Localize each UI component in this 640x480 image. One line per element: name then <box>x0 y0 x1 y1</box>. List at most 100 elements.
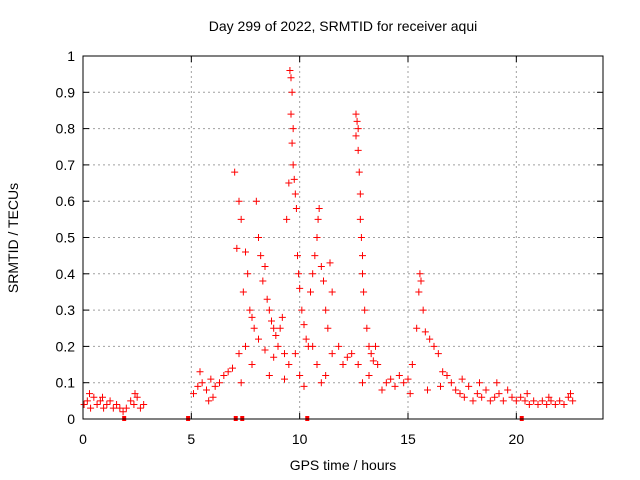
data-point <box>357 234 365 241</box>
data-point <box>419 306 427 314</box>
data-point <box>567 390 574 398</box>
data-point <box>426 335 434 343</box>
data-point <box>326 259 334 267</box>
data-point <box>136 404 144 412</box>
data-point <box>443 371 451 379</box>
data-point <box>198 379 206 387</box>
data-point <box>352 110 360 118</box>
y-axis-label: SRMTID / TECUs <box>5 183 21 293</box>
data-point <box>378 386 386 394</box>
y-tick-label: 0.2 <box>56 338 76 354</box>
data-point <box>216 379 223 387</box>
data-point <box>307 288 314 296</box>
plot-frame <box>82 55 604 420</box>
data-point <box>224 368 232 376</box>
data-point <box>538 397 546 405</box>
data-point <box>416 270 424 278</box>
data-point <box>382 379 390 387</box>
data-point <box>311 252 319 260</box>
y-tick-label: 1 <box>67 48 75 64</box>
data-point <box>281 375 288 383</box>
y-tick-label: 0 <box>67 411 75 427</box>
data-point <box>109 404 117 412</box>
y-tick-label: 0.8 <box>56 121 76 137</box>
data-point <box>80 400 88 408</box>
data-point <box>265 371 273 379</box>
data-point <box>354 361 362 369</box>
data-point <box>313 234 321 241</box>
data-point <box>521 397 529 405</box>
data-point <box>194 382 202 390</box>
data-point <box>452 386 460 394</box>
data-point <box>354 125 362 133</box>
x-tick-label: 10 <box>292 431 308 447</box>
axis-ticks: 00.10.20.30.40.50.60.70.80.910 5 10 15 20 <box>56 48 603 447</box>
data-point <box>508 393 516 401</box>
data-point <box>315 204 323 212</box>
data-point <box>465 382 473 390</box>
data-point <box>302 335 310 343</box>
data-point <box>127 397 135 405</box>
data-point <box>292 204 300 212</box>
data-point <box>255 335 262 343</box>
data-point <box>469 397 477 405</box>
y-tick-label: 0.5 <box>56 230 76 246</box>
data-point <box>517 393 525 401</box>
data-point <box>395 371 403 379</box>
data-point <box>365 371 373 379</box>
data-point <box>122 404 130 412</box>
data-point <box>207 375 215 383</box>
y-tick-label: 0.4 <box>56 266 76 282</box>
data-point <box>400 379 408 387</box>
data-point <box>268 317 275 325</box>
data-point <box>270 324 278 332</box>
data-points <box>80 67 577 421</box>
data-point <box>257 252 265 260</box>
data-point <box>363 324 371 332</box>
data-point <box>103 400 111 408</box>
data-point <box>348 350 356 358</box>
data-point <box>458 375 466 383</box>
data-point <box>281 350 288 358</box>
data-point <box>439 368 447 376</box>
data-point <box>313 361 321 369</box>
data-point <box>525 400 533 408</box>
data-point <box>250 324 258 332</box>
data-point <box>328 288 336 296</box>
data-point <box>130 400 138 408</box>
data-point <box>564 393 572 401</box>
data-point <box>369 357 377 365</box>
data-point <box>90 393 98 401</box>
data-point <box>294 252 301 260</box>
data-point <box>237 379 245 387</box>
x-tick-label: 15 <box>400 431 416 447</box>
data-point <box>261 263 269 271</box>
data-point <box>298 306 306 314</box>
data-point <box>456 390 464 398</box>
data-point <box>119 408 127 416</box>
x-tick-label: 0 <box>79 431 87 447</box>
data-point <box>447 379 455 387</box>
data-point <box>324 324 332 332</box>
data-point <box>233 244 241 252</box>
data-point <box>343 353 351 361</box>
data-point <box>289 125 297 133</box>
data-point <box>242 248 249 256</box>
data-point <box>116 404 124 412</box>
data-point <box>255 234 262 241</box>
data-point <box>285 179 293 187</box>
data-point <box>190 390 197 398</box>
data-point <box>106 397 114 405</box>
data-point <box>339 361 347 369</box>
data-point <box>300 382 308 390</box>
x-tick-label: 20 <box>509 431 525 447</box>
data-point <box>372 342 379 350</box>
data-point <box>320 277 327 285</box>
data-point <box>360 288 368 296</box>
data-point <box>437 382 444 390</box>
data-point <box>259 277 267 285</box>
data-point <box>499 397 507 405</box>
data-point <box>83 397 91 405</box>
data-point <box>367 350 375 358</box>
